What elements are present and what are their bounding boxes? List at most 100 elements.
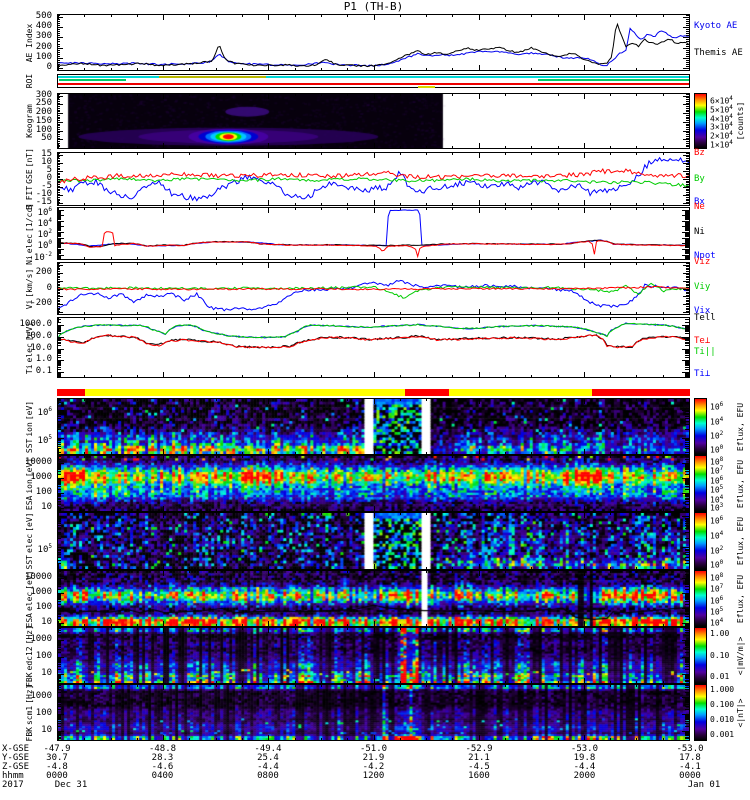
xaxis-row-label: 2017 — [2, 780, 24, 790]
panel-ae — [57, 14, 690, 71]
keo-ytick: 150 — [35, 115, 52, 126]
fbk_e-axis-label: FBKedc12[Hz] — [24, 624, 34, 687]
keogram-image — [58, 94, 689, 148]
panel-sst_elec — [57, 512, 690, 570]
legend-te-: Te⊥ — [694, 336, 711, 347]
xaxis-hhmm-value: 1600 — [468, 771, 490, 781]
esa_ion-colorbar-tick: 108 — [710, 455, 724, 467]
panel-sst_ion — [57, 398, 690, 455]
ti-line-chart — [58, 322, 689, 349]
panel-ni — [57, 207, 690, 260]
ti-axis-label: Tielec[eV] — [24, 321, 34, 374]
ae-ytick: 0 — [46, 61, 52, 72]
esa_elec-colorbar — [694, 570, 707, 627]
xaxis-z_gse-value: -4.4 — [573, 762, 596, 772]
esa_ion-colorbar-tick: 105 — [710, 484, 724, 495]
bfit-ytick: 0 — [46, 173, 52, 183]
bfit-ytick: -15 — [35, 197, 52, 208]
ti-ytick: 1.0 — [35, 354, 52, 365]
xaxis-row-label: Y-GSE — [2, 753, 30, 763]
mode-bar-segment — [591, 389, 690, 396]
roi-bar — [537, 79, 689, 82]
esa_ion-colorbar-tick: 106 — [710, 474, 724, 486]
legend-ti-: Ti⊥ — [694, 369, 711, 379]
keo-colorbar-tick: 6×104 — [710, 94, 733, 106]
ti-ytick: 1000.0 — [19, 319, 52, 330]
esa_ion-tick-marks — [58, 456, 689, 511]
esa_ion-colorbar — [694, 455, 707, 512]
roi-axis-label: ROI — [24, 73, 34, 89]
bfit-ytick: 10 — [41, 156, 52, 167]
fbk_e-tick-marks — [58, 628, 689, 683]
sst_elec-colorbar — [694, 512, 707, 570]
xaxis-hhmm-value: 2000 — [573, 771, 596, 781]
esa_ion-colorbar-tick: 103 — [710, 502, 724, 513]
keo-ytick: 250 — [35, 98, 52, 109]
fbk_e-spectrogram — [58, 628, 689, 683]
xaxis-y_gse-value: 28.3 — [151, 753, 174, 763]
roi-bar — [59, 79, 126, 82]
esa_ion-colorbar-tick: 104 — [710, 493, 724, 505]
xaxis-row-label: hhmm — [2, 771, 24, 781]
keo-colorbar-tick: 4×104 — [710, 112, 733, 124]
fbk_b-colorbar — [694, 684, 707, 741]
legend-tell: Tell — [694, 312, 716, 323]
fbk_b-axis-label: FBKscm1[Hz] — [24, 684, 34, 741]
ae-ytick: 400 — [35, 21, 52, 32]
xaxis-dates-value: Dec 31 — [54, 780, 88, 790]
ni-tick-marks — [58, 208, 689, 259]
esa_elec-ytick: 100 — [35, 602, 52, 613]
panel-fbk_b — [57, 684, 690, 741]
xaxis-y_gse-value: 25.4 — [257, 753, 279, 763]
ae-ytick: 300 — [35, 31, 52, 42]
fbk_e-ytick: 10 — [41, 668, 52, 679]
xaxis-hhmm-value: 0400 — [151, 771, 174, 781]
sst_elec-spectrogram — [58, 513, 689, 569]
xaxis-y_gse-value: 21.1 — [468, 753, 490, 763]
bfit-ytick: 15 — [41, 148, 52, 159]
ni-ytick: 102 — [37, 228, 52, 241]
ti-ytick: 0.1 — [35, 366, 52, 377]
panel-bfit — [57, 152, 690, 206]
xaxis-hhmm-value: 0800 — [257, 771, 279, 781]
sst_elec-colorbar-unit: Eflux, EFU — [736, 516, 745, 566]
roi-bar — [58, 82, 689, 85]
esa_elec-ytick: 1000 — [30, 587, 52, 598]
mode-bar-segment — [405, 389, 450, 396]
roi-bar — [58, 76, 689, 79]
vi-ytick: -200 — [30, 298, 52, 309]
keo-colorbar-tick: 2×104 — [710, 130, 733, 142]
ae-ytick: 200 — [35, 41, 52, 52]
vi-axis-label: Vi[km/s] — [24, 268, 34, 309]
bfit-ytick: 5 — [46, 164, 52, 175]
bfit-line-chart — [58, 156, 689, 202]
xaxis-z_gse-value: -4.5 — [468, 762, 490, 772]
keo-axis-label: Keogram — [24, 104, 34, 138]
xaxis-row-label: Z-GSE — [2, 762, 30, 772]
fbk_b-colorbar-unit: <|nT|> — [736, 698, 745, 727]
sst_elec-colorbar-tick: 102 — [710, 544, 724, 556]
sst_elec-colorbar-tick: 104 — [710, 530, 724, 541]
esa_elec-colorbar-tick: 108 — [710, 571, 724, 583]
panel-mode — [57, 389, 690, 396]
esa_ion-colorbar-tick: 107 — [710, 465, 724, 476]
xaxis-hhmm-value: 0000 — [679, 771, 701, 781]
keo-colorbar-unit: [counts] — [736, 101, 745, 141]
legend-viy: Viy — [694, 282, 711, 293]
esa_ion-ytick: 10000 — [24, 457, 52, 468]
legend-ti-: Ti|| — [694, 347, 716, 358]
vi-tick-marks — [58, 263, 689, 314]
ni-ytick: 104 — [37, 216, 52, 229]
xaxis-y_gse-value: 30.7 — [46, 753, 68, 763]
fbk_e-colorbar-tick: 0.01 — [710, 672, 730, 682]
esa_elec-colorbar-tick: 104 — [710, 617, 724, 628]
mode-bar-segment — [57, 389, 86, 396]
plot-title: P1 (TH-B) — [343, 0, 404, 13]
legend-ne: Ne — [694, 202, 705, 213]
xaxis-z_gse-value: -4.8 — [46, 762, 68, 772]
keo-colorbar — [694, 93, 707, 149]
keo-ytick: 300 — [35, 89, 52, 100]
xaxis-dates-value: Jan 01 — [687, 780, 721, 790]
sst_ion-axis-label: SSTion[eV] — [24, 400, 34, 453]
